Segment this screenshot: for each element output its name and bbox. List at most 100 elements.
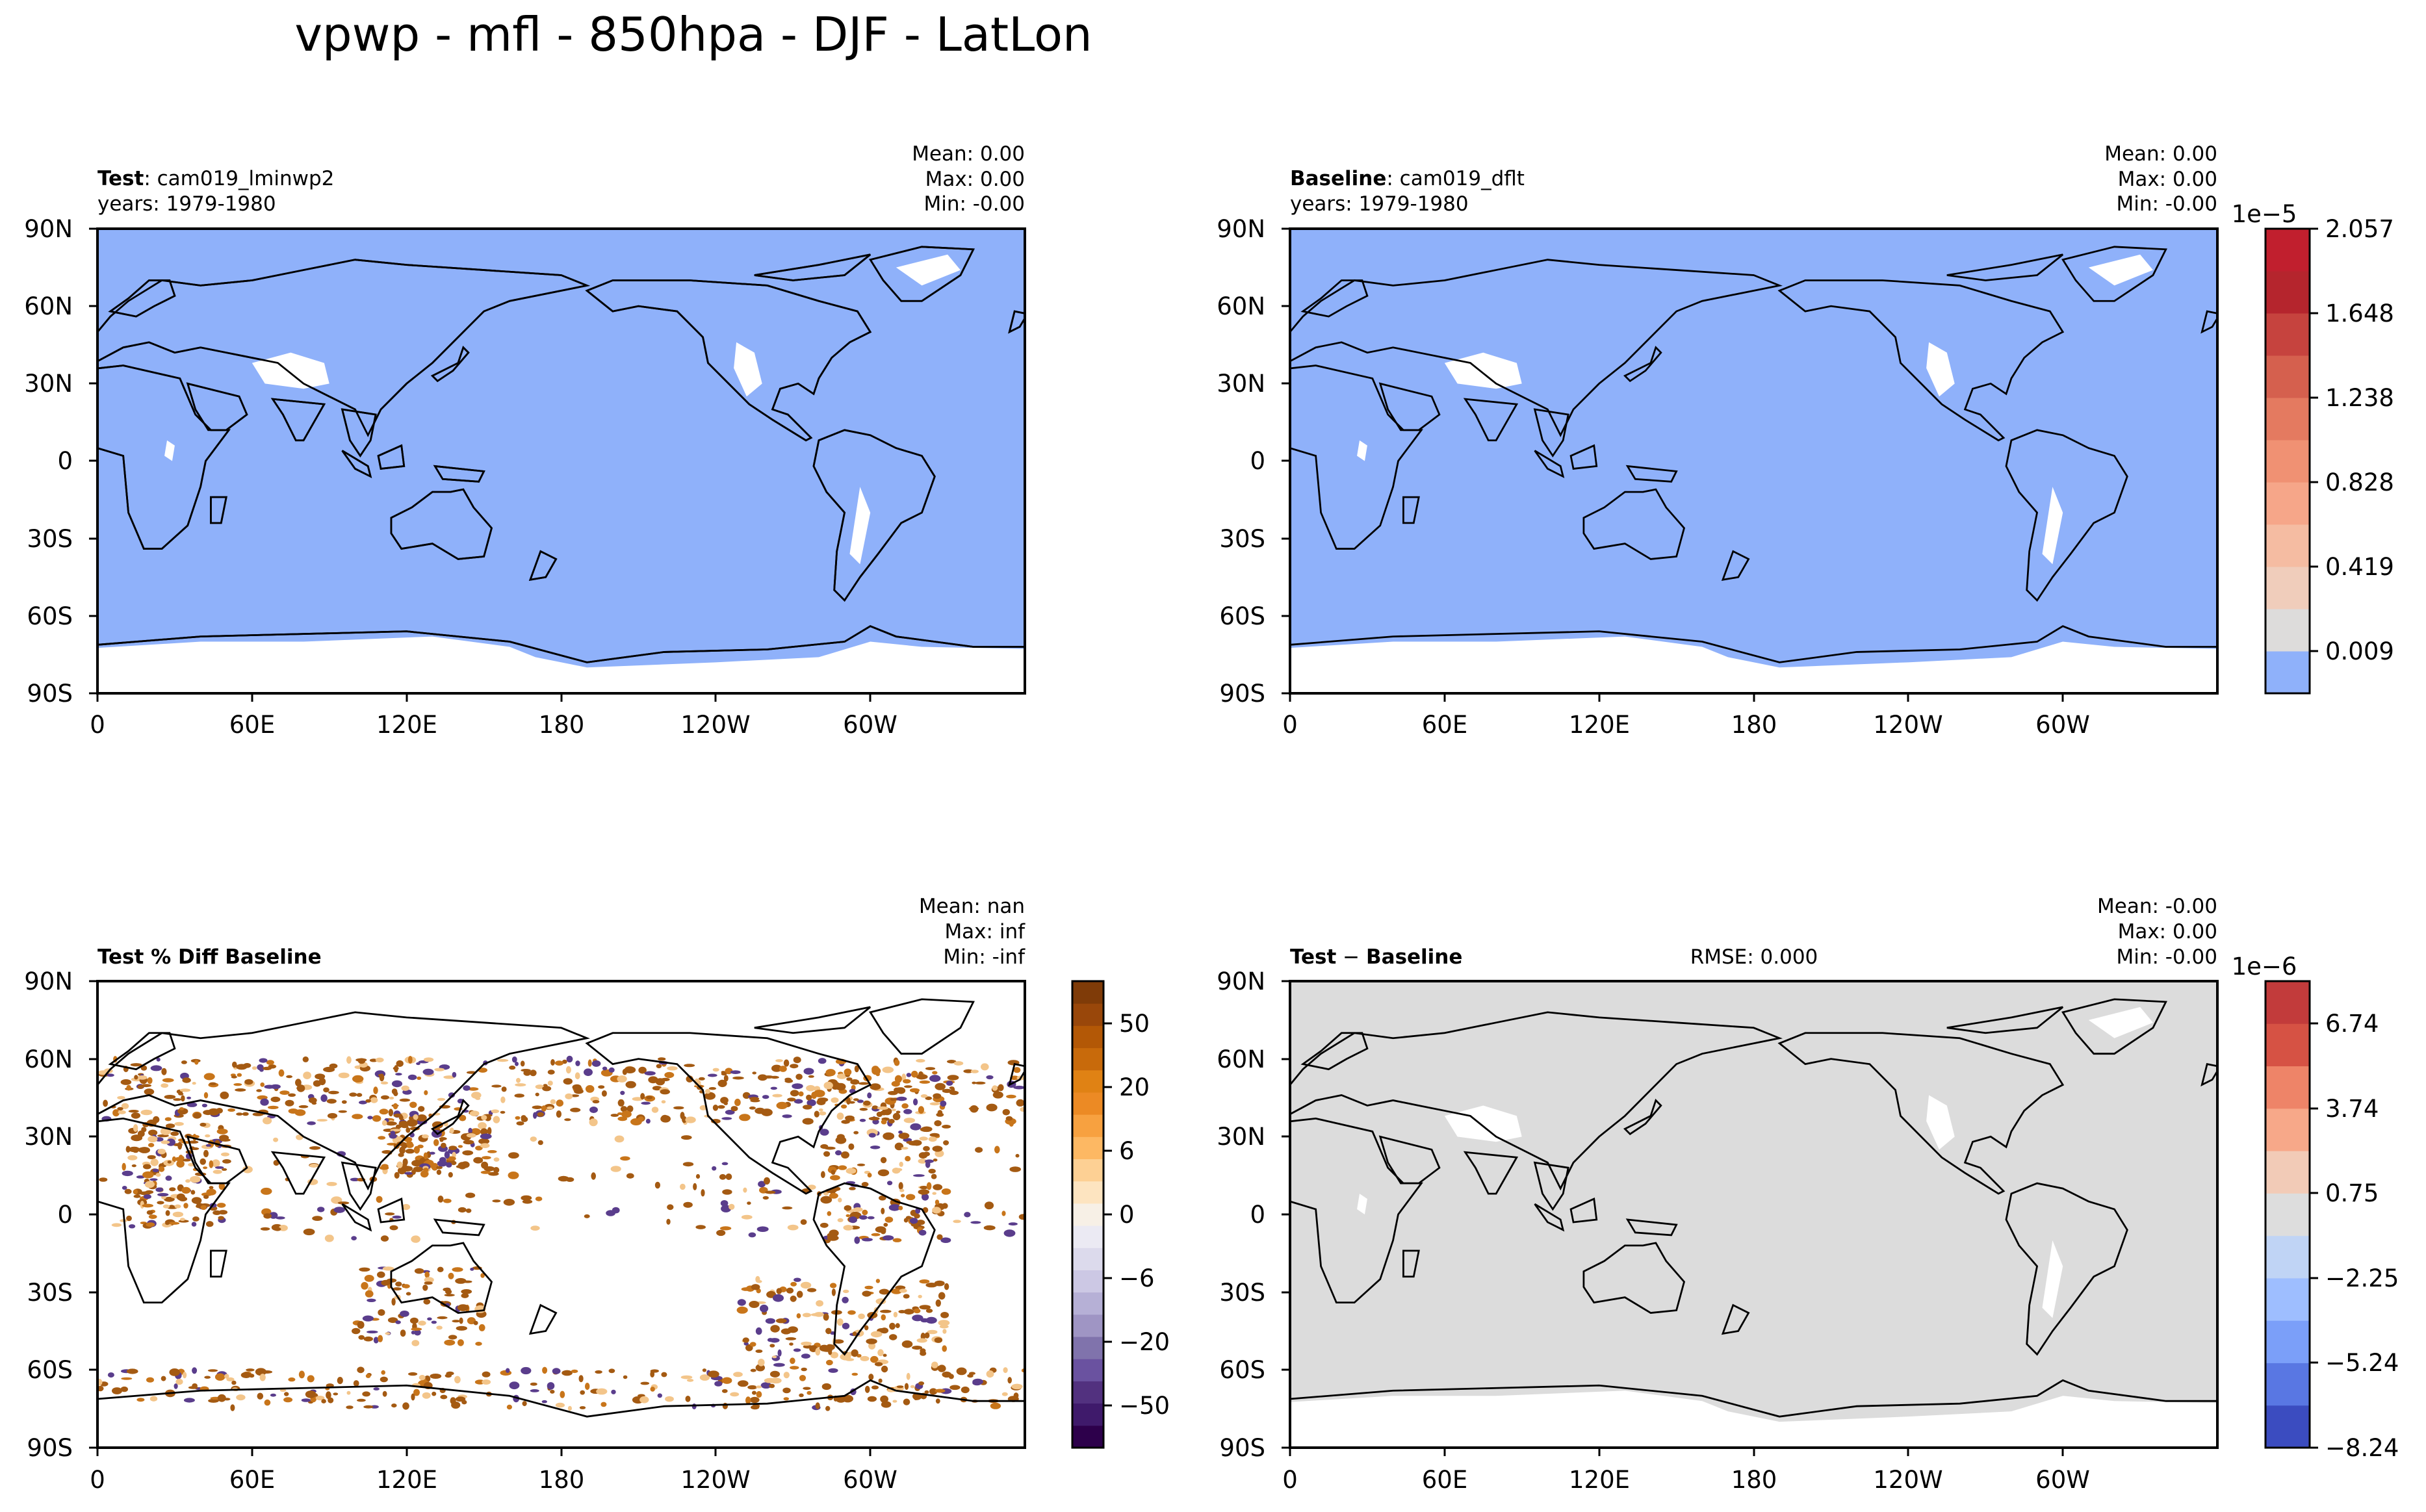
diff-speckle <box>393 1287 402 1291</box>
diff-speckle <box>164 1196 175 1202</box>
diff-speckle <box>333 1392 339 1396</box>
diff-speckle <box>919 1305 931 1310</box>
diff-speckle <box>584 1068 593 1076</box>
diff-speckle <box>556 1099 563 1107</box>
diff-speckle <box>738 1380 749 1387</box>
diff-speckle <box>252 1112 264 1116</box>
diff-speckle <box>929 1102 940 1106</box>
diff-speckle <box>547 1382 555 1390</box>
diff-speckle <box>799 1393 804 1398</box>
diff-speckle <box>761 1108 773 1116</box>
diff-speckle <box>844 1205 852 1211</box>
diff-speckle <box>935 1389 946 1393</box>
diff-speckle <box>899 1288 907 1293</box>
diff-speckle <box>716 1229 726 1237</box>
diff-speckle <box>868 1374 874 1381</box>
diff-speckle <box>918 1189 930 1195</box>
diff-speckle <box>396 1060 404 1067</box>
diff-speckle <box>285 1099 294 1107</box>
diff-speckle <box>691 1403 697 1409</box>
diff-speckle <box>155 1173 161 1177</box>
diff-speckle <box>563 1078 573 1085</box>
diff-speckle <box>610 1114 619 1117</box>
diff-speckle <box>363 1336 373 1342</box>
diff-speckle <box>324 1235 334 1242</box>
diff-speckle <box>541 1400 547 1403</box>
diff-speckle <box>790 1357 795 1365</box>
diff-speckle <box>286 1075 293 1079</box>
diff-speckle <box>411 1340 420 1346</box>
diff-speckle <box>825 1405 831 1411</box>
diff-speckle <box>97 1385 104 1392</box>
colorbar-segment <box>1072 1159 1103 1182</box>
diff-speckle <box>851 1349 858 1357</box>
diff-speckle <box>823 1151 831 1157</box>
diff-speckle <box>305 1390 316 1398</box>
x-tick-label: 0 <box>1282 1466 1298 1494</box>
diff-speckle <box>776 1101 788 1109</box>
diff-speckle <box>175 1378 183 1385</box>
diff-speckle <box>1009 1119 1014 1127</box>
diff-speckle <box>802 1313 812 1318</box>
diff-speckle <box>506 1404 513 1410</box>
diff-speckle <box>881 1401 892 1408</box>
diff-speckle <box>279 1389 287 1392</box>
diff-speckle <box>925 1316 937 1324</box>
diff-speckle <box>803 1068 814 1075</box>
diff-speckle <box>478 1068 487 1073</box>
diff-speckle <box>491 1109 500 1114</box>
diff-speckle <box>881 1120 887 1125</box>
diff-speckle <box>721 1071 726 1074</box>
diff-speckle <box>827 1211 832 1216</box>
diff-speckle <box>535 1084 545 1090</box>
colorbar-pctdiff: 50 20 6 0 −6 −20 −50 <box>1071 980 1170 1449</box>
diff-speckle <box>667 1066 678 1071</box>
diff-speckle <box>801 1367 807 1372</box>
diff-speckle <box>561 1370 573 1376</box>
panel-years: years: 1979-1980 <box>1290 192 1469 216</box>
diff-speckle <box>307 1121 316 1125</box>
diff-speckle <box>782 1206 793 1210</box>
diff-speckle <box>267 1105 279 1109</box>
diff-speckle <box>181 1186 191 1194</box>
colorbar-segment <box>2265 1066 2310 1109</box>
diff-speckle <box>935 1083 946 1090</box>
diff-speckle <box>898 1182 903 1190</box>
diff-speckle <box>565 1066 571 1074</box>
diff-speckle <box>501 1086 507 1092</box>
diff-speckle <box>162 1078 174 1083</box>
y-tick-label: 90S <box>27 1434 73 1462</box>
diff-speckle <box>880 1395 888 1403</box>
diff-speckle <box>205 1134 211 1138</box>
diff-speckle <box>844 1068 852 1076</box>
colorbar-ticks: 6.74 3.74 0.75 −2.25 −5.24 −8.24 <box>2310 1010 2399 1462</box>
diff-speckle <box>848 1143 855 1150</box>
diff-speckle <box>933 1184 943 1190</box>
x-tick-label: 120W <box>1873 1466 1942 1494</box>
diff-speckle <box>550 1059 555 1066</box>
diff-speckle <box>466 1133 476 1138</box>
y-tick-label: 30N <box>24 1123 73 1151</box>
diff-speckle <box>808 1075 814 1078</box>
diff-speckle <box>242 1112 249 1116</box>
diff-speckle <box>909 1088 920 1093</box>
diff-speckle <box>838 1198 842 1203</box>
colorbar-segment <box>1072 1225 1103 1248</box>
x-tick-label: 120E <box>376 1466 437 1494</box>
diff-speckle <box>918 1106 924 1114</box>
diff-speckle <box>209 1160 214 1168</box>
diff-speckle <box>452 1071 457 1078</box>
diff-speckle <box>806 1094 812 1101</box>
diff-speckle <box>924 1390 929 1394</box>
diff-speckle <box>660 1115 671 1123</box>
diff-speckle <box>298 1370 305 1379</box>
diff-speckle <box>831 1170 836 1175</box>
x-tick-label: 60W <box>2035 711 2090 739</box>
diff-speckle <box>858 1082 870 1085</box>
diff-speckle <box>852 1331 857 1337</box>
diff-speckle <box>379 1073 385 1082</box>
diff-speckle <box>337 1201 350 1205</box>
diff-speckle <box>203 1073 215 1081</box>
diff-speckle <box>608 1368 615 1374</box>
diff-speckle <box>372 1115 381 1122</box>
